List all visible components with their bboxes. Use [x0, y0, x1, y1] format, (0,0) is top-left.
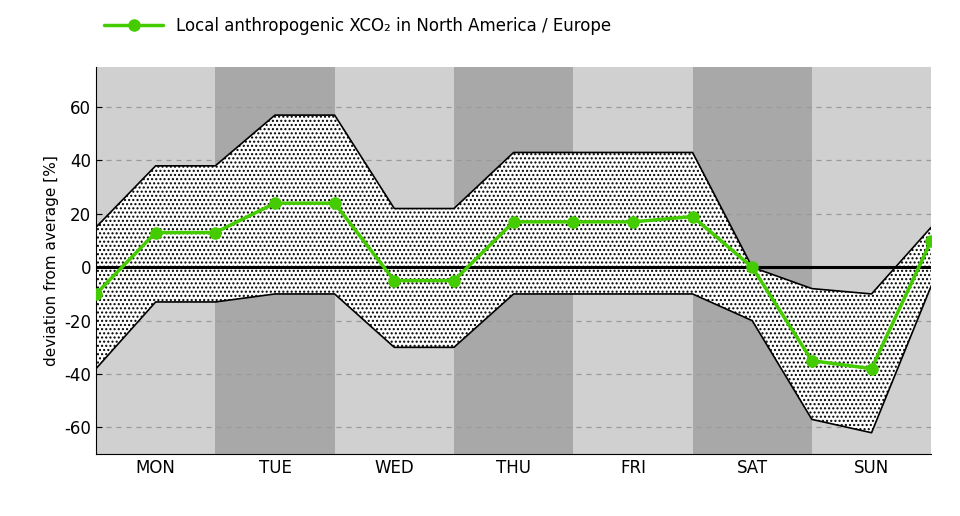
- Local anthropogenic XCO₂ in North America / Europe: [209, 230, 221, 236]
- Bar: [692, 67, 812, 454]
- Bar: [96, 67, 215, 454]
- Bar: [573, 67, 692, 454]
- Local anthropogenic XCO₂ in North America / Europe: [329, 200, 341, 206]
- Bar: [454, 67, 573, 454]
- Local anthropogenic XCO₂ in North America / Europe: [389, 278, 400, 284]
- Local anthropogenic XCO₂ in North America / Europe: [508, 219, 519, 225]
- Local anthropogenic XCO₂ in North America / Europe: [269, 200, 280, 206]
- Y-axis label: deviation from average [%]: deviation from average [%]: [43, 155, 59, 366]
- Local anthropogenic XCO₂ in North America / Europe: [90, 291, 102, 297]
- Line: Local anthropogenic XCO₂ in North America / Europe: Local anthropogenic XCO₂ in North Americ…: [90, 198, 937, 374]
- Local anthropogenic XCO₂ in North America / Europe: [686, 214, 698, 220]
- Bar: [215, 67, 335, 454]
- Local anthropogenic XCO₂ in North America / Europe: [747, 264, 758, 270]
- Legend: Local anthropogenic XCO₂ in North America / Europe: Local anthropogenic XCO₂ in North Americ…: [105, 18, 612, 36]
- Local anthropogenic XCO₂ in North America / Europe: [866, 365, 877, 372]
- Local anthropogenic XCO₂ in North America / Europe: [925, 237, 937, 244]
- Bar: [812, 67, 931, 454]
- Local anthropogenic XCO₂ in North America / Europe: [150, 230, 161, 236]
- Local anthropogenic XCO₂ in North America / Europe: [806, 358, 818, 364]
- Local anthropogenic XCO₂ in North America / Europe: [448, 278, 460, 284]
- Local anthropogenic XCO₂ in North America / Europe: [627, 219, 638, 225]
- Local anthropogenic XCO₂ in North America / Europe: [567, 219, 579, 225]
- Bar: [335, 67, 454, 454]
